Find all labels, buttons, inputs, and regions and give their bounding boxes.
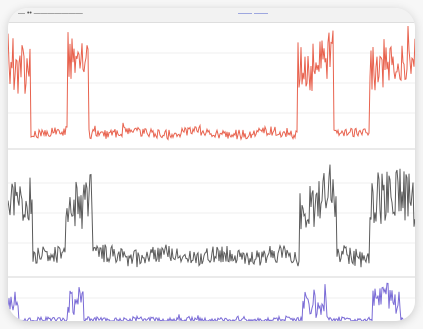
grid-lines	[8, 52, 415, 299]
signal-line-purple	[8, 282, 415, 321]
window-title-center[interactable]: —— ——	[238, 10, 268, 17]
panel-top	[8, 23, 415, 149]
window-topbar: — •• ——————— —— ——	[8, 8, 415, 23]
signal-line-red	[8, 25, 415, 141]
signal-line-gray	[8, 164, 415, 268]
monitor-window: — •• ——————— —— ——	[8, 8, 415, 321]
window-title-left: — •• ———————	[18, 10, 83, 17]
panel-bottom	[8, 278, 415, 321]
signal-plots	[8, 23, 415, 321]
